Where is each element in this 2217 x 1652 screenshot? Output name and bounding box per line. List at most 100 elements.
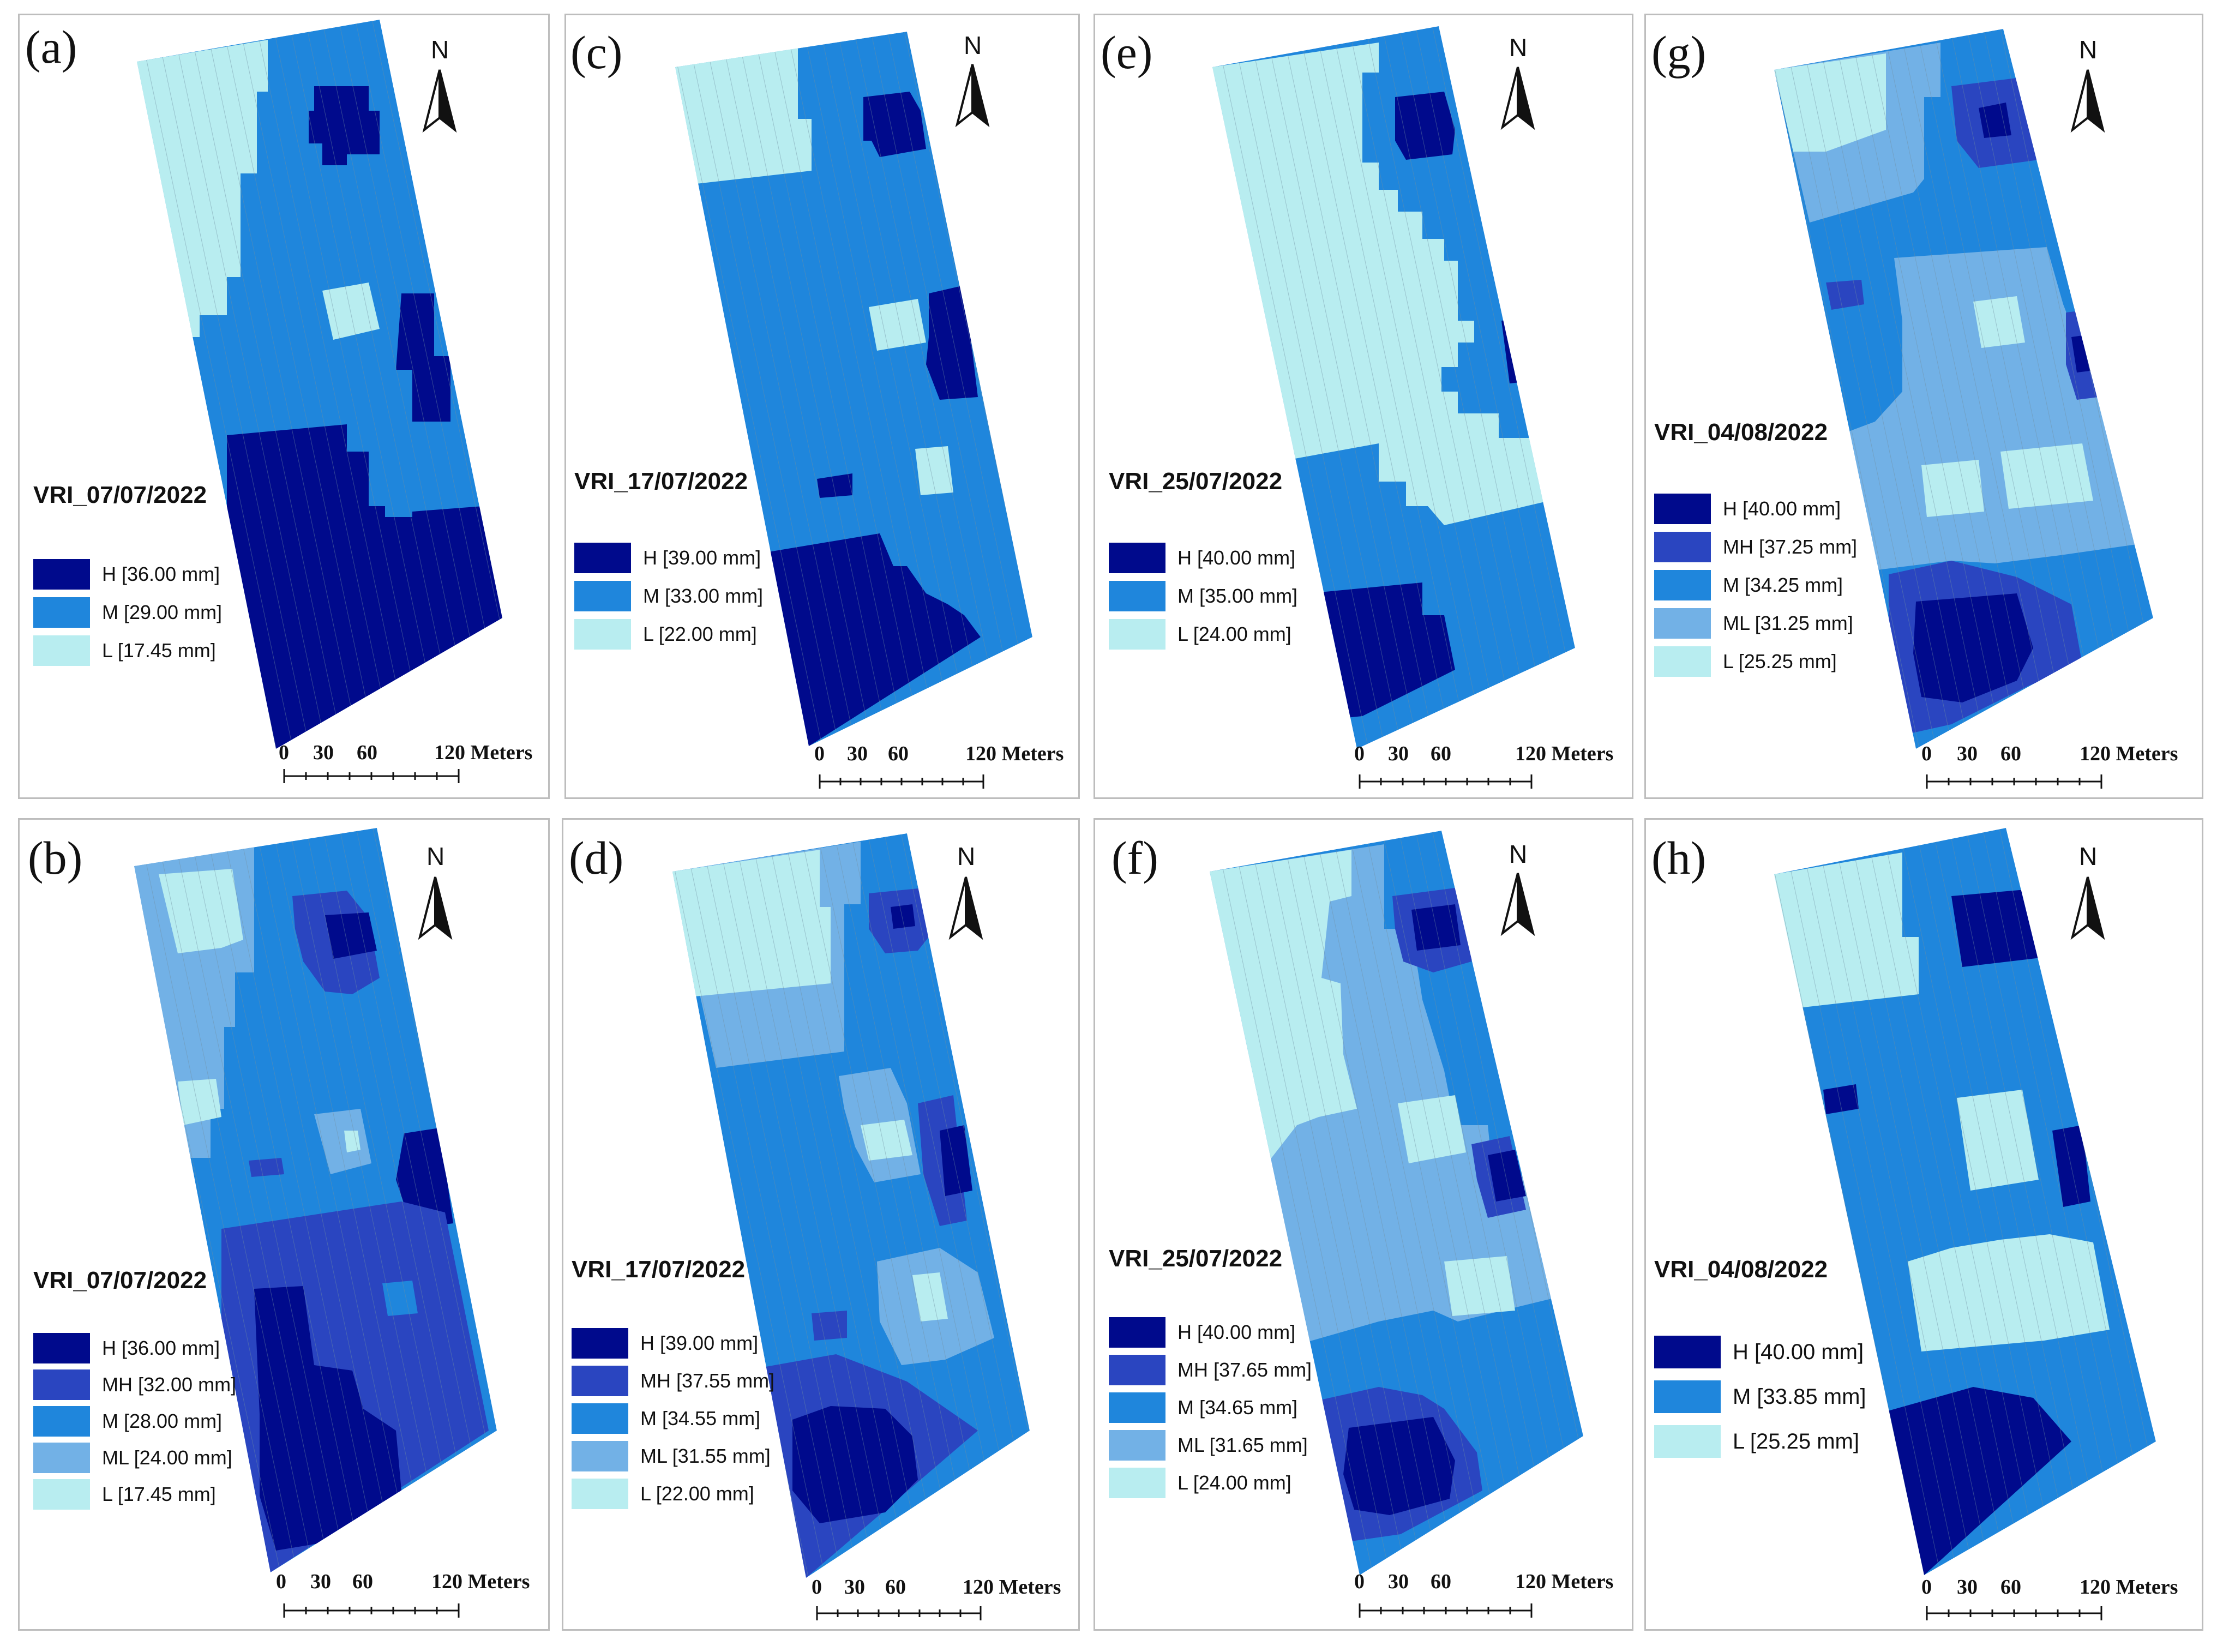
panel-label: (f) (1111, 832, 1158, 884)
panel-label: (a) (25, 21, 77, 73)
legend: H [39.00 mm] M [33.00 mm] L [22.00 mm] (574, 539, 763, 653)
panel-f: N (f) VRI_25/07/2022 H [40.00 mm] MH [37… (1094, 818, 1633, 1631)
legend-label: L [17.45 mm] (102, 1482, 216, 1505)
legend-label: H [40.00 mm] (1723, 497, 1841, 520)
legend-swatch (33, 635, 90, 666)
legend-label: L [24.00 mm] (1177, 1471, 1291, 1494)
legend-label: H [39.00 mm] (643, 546, 761, 569)
legend-label: ML [31.65 mm] (1177, 1433, 1308, 1456)
scale-label: 0 (1354, 742, 1365, 765)
legend: H [40.00 mm] MH [37.25 mm] M [34.25 mm] … (1654, 490, 1857, 681)
legend-swatch (33, 559, 90, 590)
scale-label: 30 (1388, 1570, 1409, 1593)
scale-bar (283, 1603, 460, 1618)
scale-label: 30 (1957, 742, 1978, 765)
legend-swatch (1109, 1354, 1165, 1385)
legend: H [40.00 mm] MH [37.65 mm] M [34.65 mm] … (1109, 1313, 1312, 1501)
field-map (1210, 831, 1583, 1618)
panel-a: N (a) VRI_07/07/2022 H [36.00 mm] M [29.… (18, 14, 550, 799)
panel-label: (c) (570, 26, 623, 79)
scale-label: 30 (310, 1570, 331, 1593)
scale-label: 30 (847, 742, 868, 765)
legend-swatch (574, 581, 631, 611)
legend-swatch (572, 1440, 628, 1471)
field-map (1212, 26, 1575, 789)
field-strips (137, 20, 502, 749)
panel-h: N (h) VRI_04/08/2022 H [40.00 mm] M [33.… (1644, 818, 2203, 1631)
panel-label: (d) (569, 832, 624, 884)
legend-label: H [39.00 mm] (640, 1331, 759, 1354)
scale-label: 0 (276, 1570, 286, 1593)
scale-label: 30 (313, 741, 334, 764)
legend-label: M [29.00 mm] (102, 601, 223, 623)
scale-label: 30 (1388, 742, 1409, 765)
legend-swatch (572, 1403, 628, 1434)
legend-swatch (572, 1478, 628, 1509)
field-strips (1210, 831, 1583, 1575)
panel-d: N (d) VRI_17/07/2022 H [39.00 mm] MH [37… (562, 818, 1080, 1631)
scale-label: 0 (1921, 1576, 1932, 1599)
scale-label: 60 (1431, 1570, 1451, 1593)
scale-bar (1926, 774, 2102, 789)
map-title: VRI_25/07/2022 (1109, 468, 1283, 495)
legend: H [39.00 mm] MH [37.55 mm] M [34.55 mm] … (572, 1324, 774, 1512)
scale-label: 30 (1957, 1576, 1978, 1599)
scale-label: 60 (1431, 742, 1451, 765)
north-arrow (422, 69, 457, 133)
legend-label: MH [37.55 mm] (640, 1369, 775, 1392)
scale-label: 60 (352, 1570, 373, 1593)
field-strips (1774, 29, 2153, 749)
scale-label: 120 Meters (1515, 1570, 1614, 1593)
scale-label: 30 (844, 1576, 865, 1599)
legend-swatch (572, 1327, 628, 1359)
legend-label: H [36.00 mm] (102, 563, 220, 585)
legend-label: H [36.00 mm] (102, 1336, 220, 1359)
legend-label: M [34.65 mm] (1177, 1396, 1298, 1419)
north-arrow (948, 876, 983, 940)
legend-label: L [22.00 mm] (640, 1482, 754, 1505)
scale-bar (283, 769, 460, 783)
field-strips (675, 32, 1032, 746)
field-map (137, 20, 502, 783)
legend-label: M [28.00 mm] (102, 1409, 223, 1432)
legend-swatch (33, 1369, 90, 1400)
legend: H [36.00 mm] M [29.00 mm] L [17.45 mm] (33, 555, 222, 670)
panel-e: N (e) VRI_25/07/2022 H [40.00 mm] M [35.… (1094, 14, 1633, 799)
field-map (672, 833, 1030, 1620)
scale-label: 120 Meters (1515, 742, 1614, 765)
map-title: VRI_07/07/2022 (33, 482, 207, 508)
legend-swatch (574, 543, 631, 573)
legend-swatch (1654, 494, 1711, 524)
legend-label: L [22.00 mm] (643, 623, 757, 645)
legend-swatch (1109, 1467, 1165, 1498)
panel-label: (h) (1651, 832, 1707, 884)
scale-label: 120 Meters (2080, 1576, 2178, 1599)
scale-label: 120 Meters (431, 1570, 530, 1593)
legend-label: M [33.85 mm] (1733, 1384, 1866, 1409)
legend-swatch (33, 597, 90, 628)
legend-label: L [25.25 mm] (1723, 650, 1837, 672)
field-map (675, 32, 1032, 789)
legend-swatch (1109, 619, 1165, 650)
scale-bar (1359, 1603, 1533, 1618)
map-title: VRI_04/08/2022 (1654, 419, 1828, 446)
scale-label: 60 (2000, 742, 2021, 765)
legend-label: ML [24.00 mm] (102, 1446, 232, 1469)
legend-label: H [40.00 mm] (1177, 546, 1296, 569)
legend-swatch (1109, 1317, 1165, 1348)
legend-swatch (1654, 1380, 1721, 1413)
legend-swatch (1654, 646, 1711, 677)
scale-label: 60 (888, 742, 909, 765)
legend-swatch (1654, 532, 1711, 562)
scale-label: 120 Meters (965, 742, 1064, 765)
legend-swatch (1109, 1429, 1165, 1461)
legend-swatch (33, 1442, 90, 1473)
field-map (134, 828, 497, 1618)
legend-swatch (33, 1479, 90, 1510)
field-strips (1774, 828, 2156, 1575)
map-title: VRI_17/07/2022 (574, 468, 748, 495)
scale-label: 120 Meters (963, 1576, 1061, 1599)
scale-bar (819, 774, 984, 789)
scale-label: 0 (1921, 742, 1932, 765)
north-label: N (1509, 840, 1528, 868)
